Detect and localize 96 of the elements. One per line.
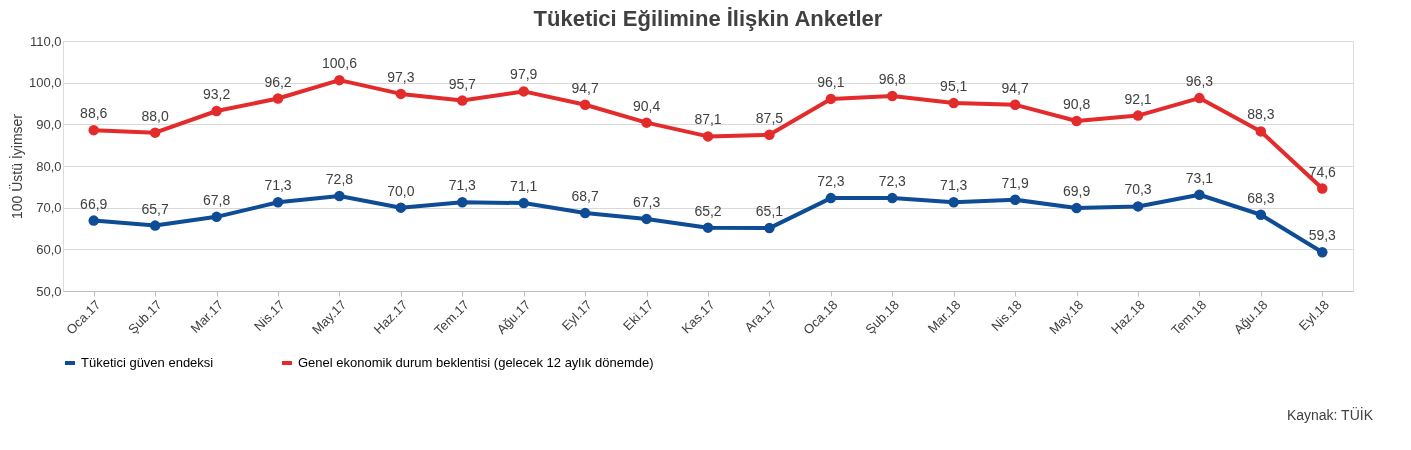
point bbox=[948, 97, 959, 109]
point bbox=[272, 197, 284, 208]
point bbox=[825, 93, 837, 105]
point bbox=[334, 74, 345, 86]
point bbox=[579, 99, 591, 110]
data-label: 71,3 bbox=[940, 177, 968, 194]
y-tick-label: 80,0 bbox=[36, 158, 62, 174]
point bbox=[88, 124, 99, 136]
text: Kaynak: TÜİK bbox=[1286, 406, 1374, 423]
data-label: 95,1 bbox=[940, 78, 968, 95]
data-label: 96,1 bbox=[817, 73, 845, 90]
data-label: 70,0 bbox=[387, 182, 415, 199]
y-tick-label: 100,0 bbox=[28, 75, 62, 91]
point bbox=[579, 207, 591, 219]
point bbox=[1317, 247, 1328, 258]
legend-label: Genel ekonomik durum beklentisi (gelecek 12 aylık dönemde) bbox=[298, 355, 654, 370]
point bbox=[1132, 110, 1144, 121]
point bbox=[887, 192, 898, 204]
data-label: 69,9 bbox=[1062, 183, 1091, 200]
point bbox=[88, 215, 99, 226]
y-axis-title: 100 Üstü İyimser bbox=[7, 113, 25, 220]
data-label: 71,3 bbox=[448, 177, 477, 194]
point bbox=[887, 90, 898, 102]
point bbox=[1317, 183, 1328, 194]
data-label: 90,8 bbox=[1062, 96, 1091, 112]
point bbox=[1255, 209, 1267, 220]
data-label: 93,2 bbox=[202, 86, 231, 102]
point bbox=[1009, 99, 1021, 110]
point bbox=[457, 197, 468, 208]
point bbox=[1194, 92, 1205, 104]
data-label: 65,1 bbox=[755, 203, 784, 220]
point bbox=[149, 127, 161, 138]
point bbox=[641, 213, 652, 225]
data-label: 94,7 bbox=[1001, 79, 1029, 96]
point bbox=[641, 117, 652, 128]
point bbox=[272, 93, 284, 104]
data-label: 71,9 bbox=[1001, 174, 1029, 191]
data-label: 73,1 bbox=[1185, 169, 1214, 186]
data-label: 67,8 bbox=[202, 191, 231, 208]
point bbox=[825, 192, 837, 204]
point bbox=[1071, 202, 1082, 214]
point bbox=[211, 105, 222, 117]
point bbox=[1071, 115, 1082, 127]
point bbox=[702, 222, 714, 233]
point bbox=[457, 95, 468, 106]
data-label: 96,2 bbox=[264, 73, 292, 90]
data-label: 88,6 bbox=[80, 105, 108, 122]
data-label: 88,3 bbox=[1247, 106, 1275, 123]
data-label: 97,3 bbox=[387, 68, 415, 85]
y-tick-label: 110,0 bbox=[29, 33, 62, 49]
data-label: 87,5 bbox=[755, 109, 784, 126]
point bbox=[334, 190, 345, 202]
data-label: 65,2 bbox=[694, 202, 722, 219]
y-tick-label: 60,0 bbox=[36, 241, 62, 257]
point bbox=[1255, 126, 1267, 137]
point bbox=[764, 129, 775, 140]
data-label: 97,9 bbox=[510, 66, 538, 83]
data-label: 95,7 bbox=[448, 75, 477, 92]
data-label: 96,3 bbox=[1185, 73, 1214, 90]
y-tick-label: 50,0 bbox=[36, 283, 62, 299]
data-label: 71,3 bbox=[264, 177, 292, 194]
data-label: 96,8 bbox=[878, 71, 907, 87]
point bbox=[518, 86, 529, 97]
data-label: 94,7 bbox=[571, 79, 599, 96]
data-label: 92,1 bbox=[1124, 90, 1152, 107]
y-tick-label: 70,0 bbox=[36, 200, 62, 216]
data-label: 74,6 bbox=[1308, 163, 1337, 180]
data-label: 100,6 bbox=[321, 55, 358, 72]
data-label: 66,9 bbox=[80, 195, 108, 212]
data-label: 65,7 bbox=[141, 200, 169, 217]
chart-title: Tüketici Eğilimine İlişkin Anketler bbox=[533, 6, 883, 31]
data-label: 87,1 bbox=[694, 111, 722, 128]
point bbox=[1009, 194, 1021, 205]
point bbox=[211, 211, 222, 223]
point bbox=[948, 197, 959, 208]
legend-label: Tüketici güven endeksi bbox=[81, 355, 214, 370]
data-label: 68,7 bbox=[571, 188, 599, 205]
data-label: 68,3 bbox=[1247, 189, 1275, 206]
point bbox=[149, 220, 161, 231]
point bbox=[395, 202, 407, 213]
point bbox=[1194, 189, 1205, 200]
data-label: 59,3 bbox=[1308, 227, 1337, 244]
data-label: 72,3 bbox=[817, 173, 845, 190]
data-label: 70,3 bbox=[1124, 181, 1152, 198]
point bbox=[395, 88, 407, 100]
data-label: 72,3 bbox=[878, 173, 907, 190]
data-label: 67,3 bbox=[632, 193, 661, 210]
data-label: 71,1 bbox=[510, 178, 538, 195]
data-label: 72,8 bbox=[325, 171, 354, 187]
point bbox=[1132, 201, 1144, 212]
point bbox=[764, 222, 775, 234]
point bbox=[518, 197, 529, 209]
point bbox=[702, 131, 714, 142]
data-label: 88,0 bbox=[141, 107, 169, 124]
y-tick-label: 90,0 bbox=[36, 116, 62, 132]
data-label: 90,4 bbox=[632, 97, 661, 114]
